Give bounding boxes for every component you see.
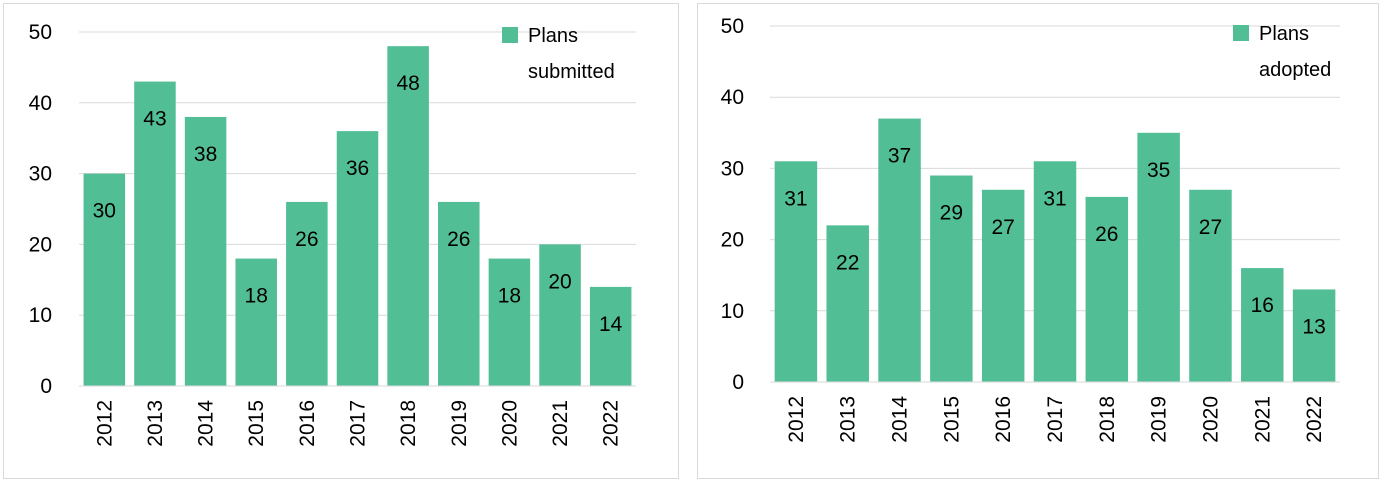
bar-value-label: 29 [940, 202, 963, 225]
bar-value-label: 31 [1043, 187, 1066, 210]
y-tick-label: 10 [29, 304, 52, 327]
bar-value-label: 35 [1147, 159, 1170, 182]
y-tick-label: 40 [721, 86, 744, 109]
x-tick-label: 2017 [1044, 396, 1067, 443]
bar [83, 173, 126, 386]
x-tick-label: 2021 [1251, 396, 1274, 443]
x-tick-label: 2016 [296, 400, 319, 447]
bar-value-label: 38 [194, 143, 217, 166]
x-tick-label: 2015 [245, 400, 268, 447]
y-tick-label: 30 [29, 163, 52, 186]
x-tick-label: 2019 [1148, 396, 1171, 443]
bar [981, 189, 1025, 382]
bar [1241, 268, 1284, 382]
bar [826, 225, 869, 382]
bar-value-label: 37 [888, 145, 911, 168]
x-tick-label: 2013 [837, 396, 860, 443]
bar-value-label: 20 [548, 270, 571, 293]
x-tick-label: 2022 [1303, 396, 1326, 443]
y-tick-label: 20 [721, 229, 744, 252]
bar [1033, 161, 1077, 382]
y-tick-label: 50 [29, 21, 52, 44]
bar [1085, 196, 1129, 382]
bar-value-label: 43 [143, 108, 166, 131]
x-tick-label: 2022 [600, 400, 623, 447]
x-tick-label: 2016 [992, 396, 1015, 443]
x-tick-label: 2013 [144, 400, 167, 447]
bar [1189, 189, 1232, 382]
bar-value-label: 31 [784, 187, 807, 210]
bar [930, 175, 973, 382]
x-tick-label: 2014 [889, 396, 912, 443]
bar [1292, 289, 1336, 382]
x-tick-label: 2020 [498, 400, 521, 447]
x-tick-label: 2020 [1199, 396, 1222, 443]
bar [387, 46, 429, 386]
y-tick-label: 40 [29, 92, 52, 115]
legend-label: submitted [528, 61, 615, 83]
bar [589, 286, 632, 386]
x-tick-label: 2017 [347, 400, 370, 447]
chart-panel-submitted: 0 10 20 30 40 50 30 2012 43 2013 38 2014 18 2015 26 201… [3, 3, 679, 479]
legend-label: adopted [1259, 59, 1331, 81]
y-tick-label: 50 [721, 15, 744, 38]
bar-value-label: 30 [93, 200, 116, 223]
legend-swatch [502, 27, 518, 43]
legend-swatch [1233, 25, 1249, 41]
bar [286, 201, 328, 386]
chart-plans-submitted: 0102030405030201243201338201418201526201… [29, 21, 636, 447]
x-tick-label: 2018 [397, 400, 420, 447]
bar-value-label: 13 [1302, 315, 1325, 338]
bar [438, 201, 480, 386]
bar [235, 258, 277, 386]
x-tick-label: 2021 [549, 400, 572, 447]
y-tick-label: 0 [732, 371, 744, 394]
bar [539, 244, 581, 386]
bar-value-label: 14 [599, 313, 623, 336]
bar-value-label: 22 [836, 251, 859, 274]
bar [134, 81, 176, 386]
bar-value-label: 27 [1199, 216, 1222, 239]
bar-value-label: 18 [245, 285, 268, 308]
x-tick-label: 2015 [940, 396, 963, 443]
y-tick-label: 0 [40, 375, 52, 398]
x-tick-label: 2014 [195, 400, 218, 447]
bar-value-label: 26 [1095, 223, 1118, 246]
bar [1137, 132, 1180, 382]
x-tick-label: 2012 [93, 400, 116, 447]
bar [184, 116, 227, 387]
bar-value-label: 27 [992, 216, 1015, 239]
x-tick-label: 2018 [1096, 396, 1119, 443]
bar [336, 131, 379, 386]
y-tick-label: 10 [721, 300, 744, 323]
bar-value-label: 18 [498, 285, 521, 308]
bar-value-label: 16 [1251, 294, 1274, 317]
bar-value-label: 48 [396, 72, 419, 95]
bar [488, 258, 531, 386]
legend-label: Plans [528, 25, 578, 47]
bar-value-label: 26 [295, 228, 318, 251]
bar-value-label: 26 [447, 228, 470, 251]
legend-label: Plans [1259, 23, 1309, 45]
bar [878, 118, 921, 382]
bar [774, 161, 818, 382]
chart-panel-adopted: 0 10 20 30 40 50 31 2012 22 2013 37 2014 29 2015 27 201… [697, 3, 1379, 479]
y-tick-label: 30 [721, 157, 744, 180]
y-tick-label: 20 [29, 233, 52, 256]
x-tick-label: 2019 [448, 400, 471, 447]
x-tick-label: 2012 [785, 396, 808, 443]
bar-value-label: 36 [346, 157, 369, 180]
chart-plans-adopted: 0 10 20 30 40 50 31 2012 22 2013 37 2014 29 2015 27 201… [721, 15, 1340, 443]
